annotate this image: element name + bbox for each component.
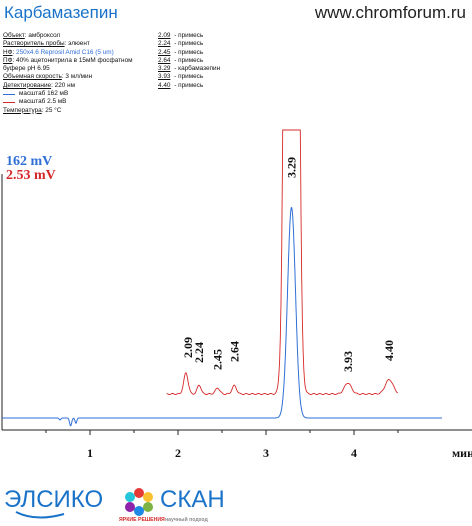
x-axis-label: мин bbox=[452, 446, 472, 460]
x-tick-label: 4 bbox=[351, 446, 357, 460]
condition-row: ПФ: 40% ацетонитрила в 15мМ фосфатном bbox=[3, 56, 133, 64]
logo-tagline-gray: научный подход bbox=[165, 516, 208, 523]
condition-row: НФ: 250x4.6 Reprosil Amid C16 (5 um) bbox=[3, 48, 114, 56]
peak-label: 3.93 bbox=[341, 351, 355, 372]
flower-icon bbox=[125, 488, 153, 516]
trace-red bbox=[166, 129, 399, 395]
peak-row: 3.29 - карбамазепин bbox=[158, 65, 221, 73]
logo-right-text: СКАН bbox=[160, 486, 225, 513]
scale-label-red: 2.53 mV bbox=[6, 168, 56, 183]
site-url[interactable]: www.chromforum.ru bbox=[314, 3, 466, 22]
peak-label: 2.24 bbox=[192, 342, 206, 363]
legend-item-blue: масштаб 162 мВ bbox=[3, 90, 163, 98]
conditions-block: Объект: амброксол Растворитель пробы: эл… bbox=[3, 32, 163, 115]
peak-label: 4.40 bbox=[382, 340, 396, 361]
x-tick-label: 3 bbox=[263, 446, 269, 460]
peak-label: 2.09 bbox=[181, 337, 195, 358]
peak-row: 2.09 - примесь bbox=[158, 32, 204, 39]
logo-tagline-red: ЯРКИЕ РЕШЕНИЯ bbox=[119, 517, 165, 523]
peak-row: 2.24 - примесь bbox=[158, 40, 204, 48]
condition-row: Объект: амброксол bbox=[3, 32, 61, 39]
chromatogram-chart: 162 mV 2.53 mV мин 1 2 3 4 2.092.24 2.45 2.64… bbox=[1, 129, 472, 460]
condition-row: Объемная скорость: 3 мл/мин bbox=[3, 73, 93, 81]
logo-swoosh bbox=[15, 511, 65, 519]
traces bbox=[2, 129, 442, 427]
condition-row: буфере pH 6.95 bbox=[3, 65, 50, 73]
company-logo: ЭЛСИКО СКАН ЯРКИЕ РЕШЕНИЯ научный подход bbox=[4, 486, 225, 523]
scale-label-blue: 162 mV bbox=[6, 154, 52, 169]
peak-labels: 2.092.24 2.45 2.64 3.29 3.93 4.40 bbox=[181, 157, 396, 372]
peak-row: 3.93 - примесь bbox=[158, 73, 204, 81]
condition-row-temperature: Температура: 25 °C bbox=[3, 106, 62, 114]
peak-label: 2.45 bbox=[211, 349, 225, 370]
x-tick-label: 1 bbox=[87, 446, 93, 460]
peak-row: 2.45 - примесь bbox=[158, 48, 204, 56]
legend-line-blue bbox=[3, 93, 15, 95]
legend-line-red bbox=[3, 102, 15, 104]
x-tick-label: 2 bbox=[175, 446, 181, 460]
peak-row: 4.40 - примесь bbox=[158, 81, 204, 89]
peak-table: 2.09 - примесь 2.24 - примесь 2.45 - при… bbox=[158, 32, 220, 90]
trace-blue bbox=[2, 207, 442, 427]
page-title: Карбамазепин bbox=[4, 3, 118, 22]
peak-row: 2.64 - примесь bbox=[158, 56, 204, 64]
peak-label: 2.64 bbox=[227, 341, 241, 362]
legend-item-red: масштаб 2.5 мВ bbox=[3, 98, 163, 106]
condition-row: Детектирование: 220 нм bbox=[3, 81, 76, 89]
peak-label: 3.29 bbox=[285, 157, 299, 178]
condition-row: Растворитель пробы: элюент bbox=[3, 40, 90, 48]
x-ticks: 1 2 3 4 bbox=[45, 430, 399, 460]
logo-left-text: ЭЛСИКО bbox=[4, 486, 103, 513]
